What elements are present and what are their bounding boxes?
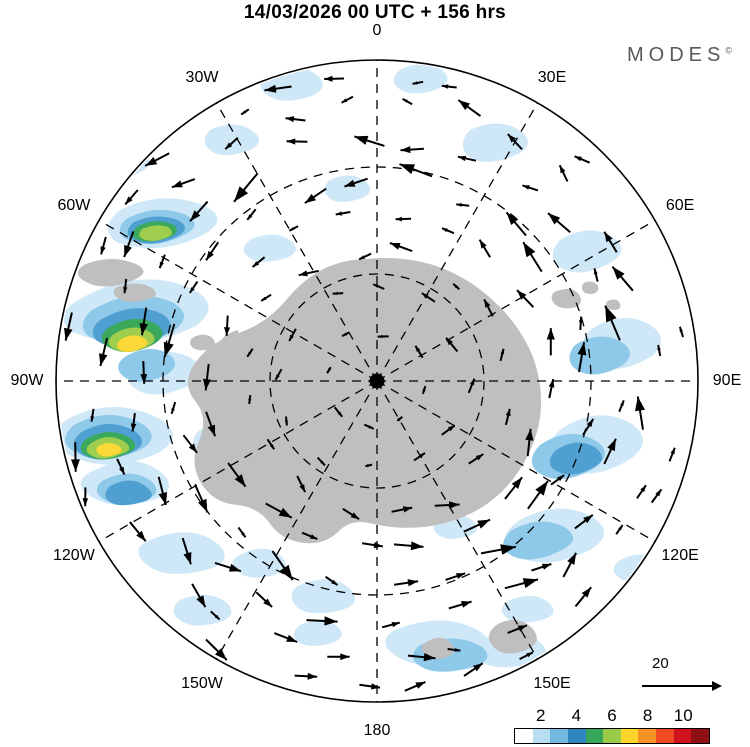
colorbar-tick-6: 6 xyxy=(607,706,617,725)
colorbar-segment-4 xyxy=(585,729,604,743)
vector-scale-value: 20 xyxy=(652,655,669,672)
land-mask xyxy=(78,258,621,659)
south-pole-marker xyxy=(369,373,385,389)
colorbar-segment-2 xyxy=(550,729,568,743)
colorbar-segment-3 xyxy=(567,729,586,743)
colorbar-segment-1 xyxy=(532,729,551,743)
colorbar xyxy=(514,728,710,744)
lon-label-30E: 30E xyxy=(537,68,567,86)
colorbar-segment-7 xyxy=(638,729,657,743)
colorbar-tick-2: 2 xyxy=(535,706,546,725)
lon-label-90W: 90W xyxy=(10,372,44,389)
lon-label-0: 0 xyxy=(372,22,382,39)
wind-vectors xyxy=(64,75,684,692)
colorbar-tick-10: 10 xyxy=(673,706,693,725)
colorbar-segment-0 xyxy=(515,729,533,743)
lon-label-150W: 150W xyxy=(181,675,223,693)
colorbar-labels: 2 4 6 8 10 xyxy=(514,706,710,728)
colorbar-tick-4: 4 xyxy=(571,706,582,725)
page-title: 14/03/2026 00 UTC + 156 hrs xyxy=(243,2,507,23)
lon-label-180: 180 xyxy=(363,722,391,739)
colorbar-segment-5 xyxy=(603,729,621,743)
modes-logo: MODES© xyxy=(627,44,732,67)
colorbar-tick-8: 8 xyxy=(642,706,653,725)
lon-label-30W: 30W xyxy=(185,68,219,86)
map-boundary xyxy=(55,59,699,703)
lon-label-150E: 150E xyxy=(533,675,571,693)
vector-scale-legend: 20 xyxy=(640,655,730,699)
lon-label-120E: 120E xyxy=(661,547,699,564)
colorbar-segment-6 xyxy=(620,729,639,743)
copyright-mark: © xyxy=(725,45,732,56)
lon-label-60W: 60W xyxy=(57,197,91,214)
vector-scale-arrow xyxy=(642,681,722,691)
colorbar-segment-8 xyxy=(656,729,674,743)
colorbar-segment-10 xyxy=(691,729,710,743)
colorbar-segment-9 xyxy=(673,729,692,743)
lon-label-90E: 90E xyxy=(712,372,742,389)
logo-text: MODES xyxy=(627,44,726,66)
longitude-spokes xyxy=(56,60,698,702)
lon-label-60E: 60E xyxy=(665,197,695,214)
lon-label-120W: 120W xyxy=(52,547,95,564)
